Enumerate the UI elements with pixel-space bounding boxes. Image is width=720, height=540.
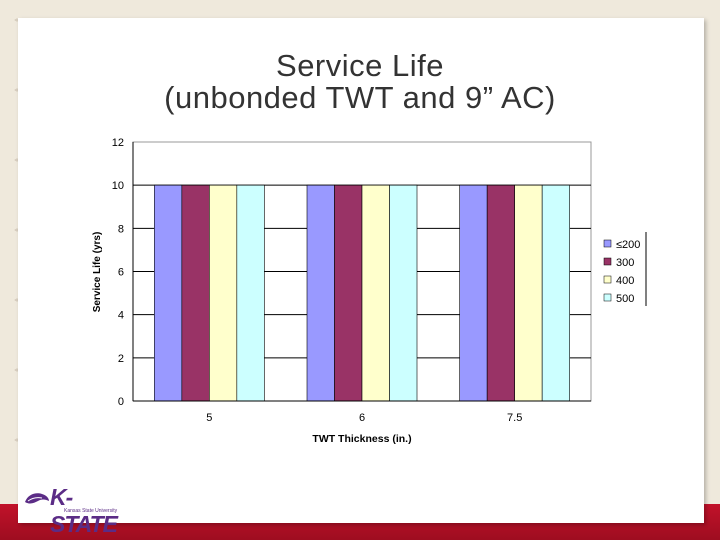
bar	[209, 184, 238, 402]
bar	[486, 184, 515, 402]
legend-swatch	[603, 293, 612, 302]
bar	[306, 184, 335, 402]
wildcat-icon	[25, 493, 49, 504]
kstate-logo: K-STATE Kansas State University	[24, 484, 132, 537]
legend-label: 500	[616, 293, 634, 305]
y-tick-label: 10	[112, 180, 124, 192]
legend-label: 400	[616, 275, 634, 287]
bar	[514, 184, 543, 402]
y-tick-label: 8	[118, 223, 124, 235]
x-tick-label: 6	[359, 412, 365, 424]
slide-subtitle: (unbonded TWT and 9” AC)	[164, 80, 556, 115]
y-tick-label: 4	[118, 310, 124, 322]
bar-layer	[154, 184, 570, 402]
y-tick-label: 2	[118, 353, 124, 365]
legend-label: ≤200	[616, 239, 640, 251]
x-axis-label: TWT Thickness (in.)	[312, 433, 411, 445]
x-tick-label: 7.5	[507, 412, 522, 424]
bar	[334, 184, 363, 402]
bar	[361, 184, 390, 402]
x-tick-label: 5	[206, 412, 212, 424]
axis-layer: 0 2 4 6 8 10 12 5 6 7.5	[112, 137, 591, 424]
bar	[389, 184, 418, 402]
legend-swatch	[603, 239, 612, 248]
bar	[154, 184, 183, 402]
y-tick-label: 0	[118, 396, 124, 408]
bar	[541, 184, 570, 402]
bar	[459, 184, 488, 402]
y-tick-label: 6	[118, 267, 124, 279]
legend: ≤200 300 400 500	[600, 232, 647, 306]
bar	[181, 184, 210, 402]
slide-title: Service Life	[276, 48, 444, 83]
logo-subtitle: Kansas State University	[64, 508, 118, 514]
legend-swatch	[603, 275, 612, 284]
legend-label: 300	[616, 257, 634, 269]
y-axis-label: Service Life (yrs)	[92, 232, 103, 313]
bar	[236, 184, 265, 402]
y-tick-label: 12	[112, 137, 124, 149]
legend-swatch	[603, 257, 612, 266]
logo-wordmark: K-STATE	[50, 484, 118, 537]
